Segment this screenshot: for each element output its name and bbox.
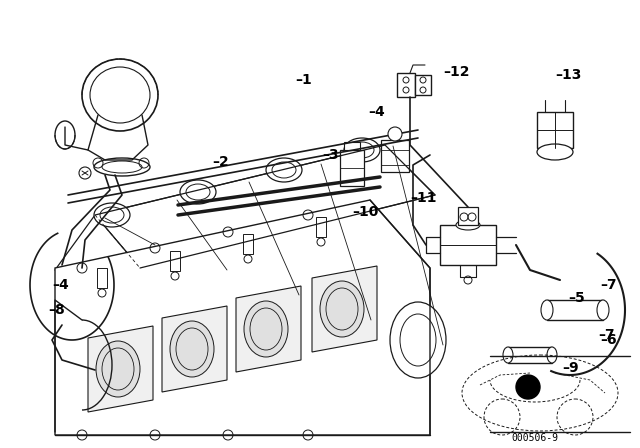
Bar [508, 347, 552, 363]
Bar [458, 207, 478, 225]
Polygon shape [312, 266, 377, 352]
Bar [97, 268, 107, 288]
Circle shape [516, 375, 540, 399]
Circle shape [388, 127, 402, 141]
Polygon shape [95, 145, 435, 268]
Text: –4: –4 [368, 105, 385, 119]
Text: –2: –2 [212, 155, 228, 169]
Ellipse shape [266, 158, 302, 182]
Ellipse shape [503, 347, 513, 363]
Text: 000506-9: 000506-9 [511, 433, 559, 443]
Text: –10: –10 [352, 205, 378, 219]
Ellipse shape [55, 121, 75, 149]
Text: –7: –7 [600, 278, 616, 292]
Ellipse shape [541, 300, 553, 320]
Ellipse shape [344, 138, 380, 162]
Bar [316, 217, 326, 237]
Bar [340, 150, 364, 186]
Ellipse shape [265, 188, 275, 206]
Polygon shape [55, 200, 430, 435]
Text: –7: –7 [598, 328, 614, 342]
Text: –3: –3 [322, 148, 339, 162]
Ellipse shape [170, 321, 214, 377]
Ellipse shape [547, 347, 557, 363]
Ellipse shape [456, 220, 480, 230]
Polygon shape [88, 326, 153, 412]
Bar [170, 251, 180, 271]
Bar [440, 225, 496, 265]
Ellipse shape [180, 180, 216, 204]
Ellipse shape [96, 341, 140, 397]
Text: –11: –11 [410, 191, 436, 205]
Text: –1: –1 [295, 73, 312, 87]
Bar [537, 112, 573, 148]
Text: –13: –13 [555, 68, 581, 82]
Ellipse shape [94, 203, 130, 227]
Ellipse shape [537, 144, 573, 160]
Text: –12: –12 [443, 65, 470, 79]
Ellipse shape [320, 281, 364, 337]
Ellipse shape [390, 302, 446, 378]
Ellipse shape [597, 300, 609, 320]
Bar [381, 140, 409, 172]
Ellipse shape [82, 59, 158, 131]
Bar [397, 73, 415, 97]
Bar [547, 300, 603, 320]
Text: –4: –4 [52, 278, 68, 292]
Ellipse shape [244, 301, 288, 357]
Bar [344, 142, 360, 150]
Ellipse shape [94, 158, 150, 176]
Polygon shape [236, 286, 301, 372]
Bar [243, 234, 253, 254]
Text: –6: –6 [600, 333, 616, 347]
Text: –5: –5 [568, 291, 585, 305]
Bar [415, 75, 431, 95]
Text: –8: –8 [48, 303, 65, 317]
Polygon shape [55, 215, 140, 325]
Ellipse shape [174, 202, 182, 218]
Polygon shape [162, 306, 227, 392]
Text: –9: –9 [562, 361, 579, 375]
Ellipse shape [376, 174, 384, 190]
